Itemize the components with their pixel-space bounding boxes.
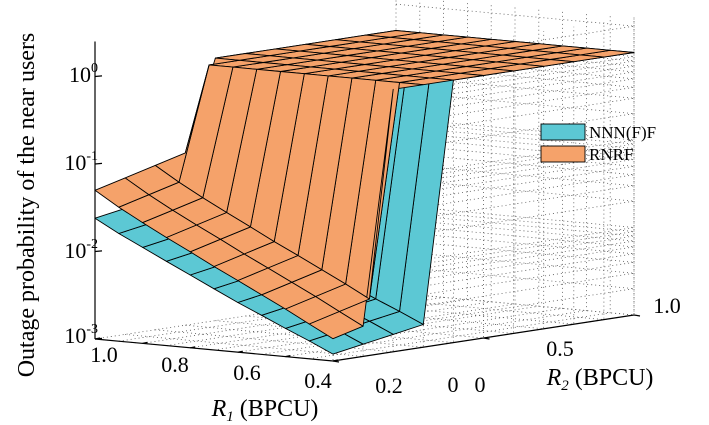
x-tick-mark-1 [142, 341, 148, 344]
grid-line-r1-9 [309, 15, 611, 360]
grid-line-r1-5 [213, 6, 516, 351]
grid-line-r1-3 [166, 2, 468, 346]
x-tick-labels: 1.0 0.8 0.6 0.4 0.2 0 [90, 342, 458, 398]
y-tick-label-3: 1.0 [653, 293, 681, 318]
grid-line-r1-2 [142, 0, 445, 344]
y-axis-title: R2 (BPCU) [546, 365, 654, 394]
grid-line-r1-6 [237, 8, 540, 353]
y-tick-label-1: 0 [475, 372, 486, 397]
x-axis-line [94, 338, 334, 362]
legend-swatch-nnnff [540, 123, 586, 141]
x-tick-label-4: 0.4 [304, 368, 332, 393]
x-axis-title: R1 (BPCU) [211, 396, 319, 425]
legend-label-nnnff: NNN(F)F [589, 123, 656, 142]
z-tick-label-2: 10-1 [64, 149, 98, 175]
z-tick-label-3: 10-2 [64, 237, 98, 263]
x-tick-label-1: 1.0 [90, 342, 118, 367]
z-tick-label-1: 100 [69, 61, 98, 87]
rnrf-surface-cell-9-0 [94, 177, 150, 208]
y-tick-mark-0 [332, 360, 340, 363]
y-tick-labels: 0 0.5 1.0 [475, 293, 681, 397]
y-tick-mark-2 [633, 314, 641, 317]
x-tick-label-3: 0.6 [233, 360, 261, 385]
legend: NNN(F)F RNRF [540, 123, 656, 164]
y-tick-mark-1 [483, 337, 490, 340]
z-tick-mark-1 [94, 250, 103, 253]
x-tick-label-5: 0.2 [375, 373, 403, 398]
z-axis-title: Outage probability of the near users [14, 33, 40, 378]
x-tick-label-6: 0 [448, 372, 459, 397]
x-tick-mark-3 [237, 350, 243, 353]
x-tick-mark-2 [190, 346, 196, 349]
z-tick-labels: 100 10-1 10-2 10-3 [64, 61, 98, 348]
x-tick-mark-4 [285, 355, 291, 358]
y-tick-label-2: 0.5 [546, 336, 574, 361]
grid-line-r1-4 [190, 4, 492, 349]
grid-line-r1-7 [261, 10, 563, 355]
grid-line-r1-8 [285, 13, 587, 357]
z-tick-mark-3 [94, 75, 103, 78]
legend-swatch-rnrf [540, 145, 586, 163]
x-tick-label-2: 0.8 [161, 352, 189, 377]
x-tick-mark-0 [94, 337, 101, 340]
surfaces [94, 30, 635, 355]
z-tick-label-4: 10-3 [64, 322, 98, 348]
legend-label-rnrf: RNRF [589, 145, 633, 164]
z-tick-mark-2 [94, 162, 103, 165]
